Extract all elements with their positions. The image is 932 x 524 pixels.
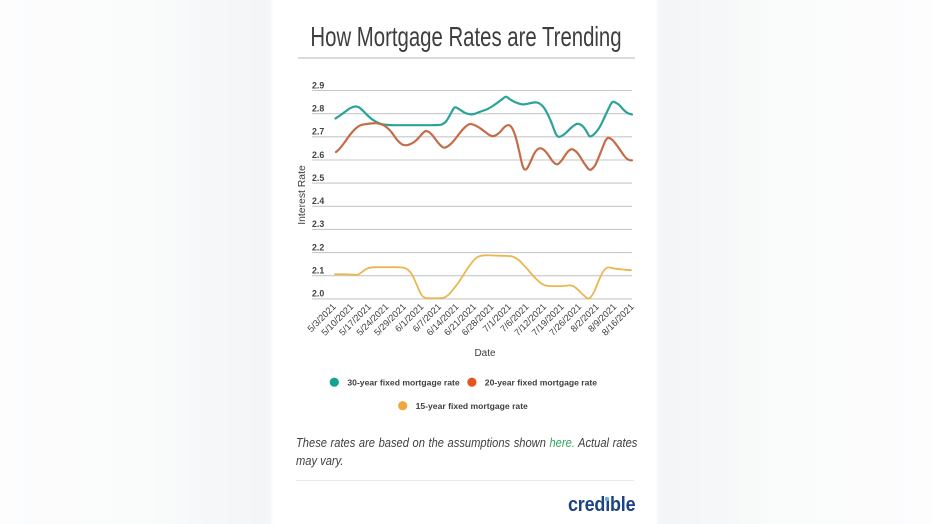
svg-text:20-year fixed mortgage rate: 20-year fixed mortgage rate	[485, 377, 597, 387]
svg-text:2.5: 2.5	[312, 173, 324, 183]
svg-text:2.1: 2.1	[312, 266, 324, 276]
svg-text:2.6: 2.6	[312, 150, 324, 160]
svg-text:2.7: 2.7	[312, 127, 324, 137]
svg-text:2.2: 2.2	[312, 242, 324, 252]
svg-text:2.8: 2.8	[312, 104, 324, 114]
svg-text:15-year fixed mortgage rate: 15-year fixed mortgage rate	[416, 401, 528, 411]
svg-text:2.0: 2.0	[312, 289, 324, 299]
svg-text:2.9: 2.9	[312, 80, 324, 90]
svg-text:Date: Date	[474, 348, 496, 359]
svg-text:30-year fixed mortgage rate: 30-year fixed mortgage rate	[347, 377, 459, 387]
svg-text:2.4: 2.4	[312, 196, 324, 206]
svg-text:Interest Rate: Interest Rate	[297, 165, 308, 225]
svg-text:2.3: 2.3	[312, 219, 324, 229]
